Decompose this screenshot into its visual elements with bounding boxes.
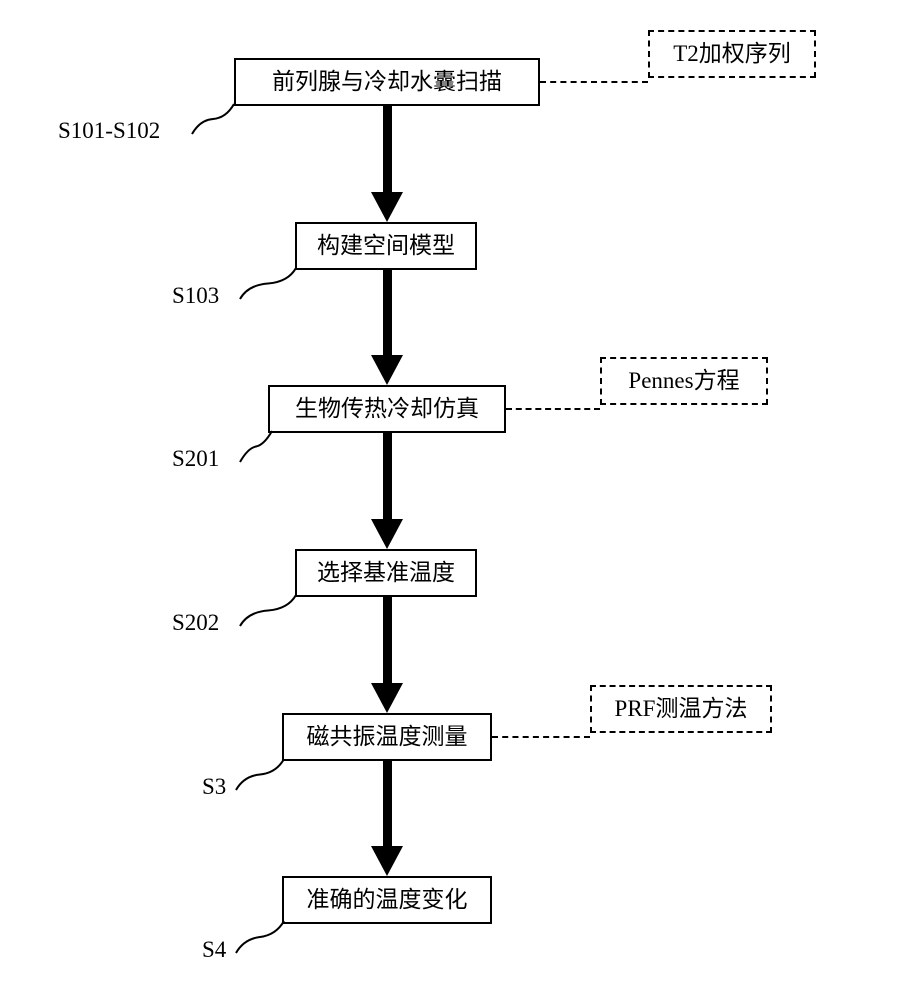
step-n4: 选择基准温度 — [295, 549, 477, 597]
step-n2: 构建空间模型 — [295, 222, 477, 270]
arrow-down — [371, 597, 403, 713]
annotation-label: PRF测温方法 — [615, 696, 748, 721]
arrow-shaft — [383, 761, 392, 846]
step-id-label: S103 — [172, 283, 219, 309]
annotation-a2: Pennes方程 — [600, 357, 768, 405]
step-label-text: 构建空间模型 — [317, 233, 455, 258]
annotation-a1: T2加权序列 — [648, 30, 816, 78]
step-n1: 前列腺与冷却水囊扫描 — [234, 58, 540, 106]
arrow-down — [371, 433, 403, 549]
squiggle-connector — [230, 753, 290, 796]
step-label-text: 前列腺与冷却水囊扫描 — [272, 69, 502, 94]
step-n6: 准确的温度变化 — [282, 876, 492, 924]
arrow-head — [371, 683, 403, 713]
arrow-head — [371, 355, 403, 385]
squiggle-connector — [234, 425, 278, 468]
arrow-shaft — [383, 433, 392, 519]
annotation-label: Pennes方程 — [628, 368, 739, 393]
step-id-label: S4 — [202, 937, 226, 963]
arrow-shaft — [383, 597, 392, 683]
arrow-down — [371, 270, 403, 385]
annotation-label: T2加权序列 — [673, 41, 791, 66]
flowchart-canvas: 前列腺与冷却水囊扫描构建空间模型生物传热冷却仿真选择基准温度磁共振温度测量准确的… — [0, 0, 922, 1000]
arrow-down — [371, 106, 403, 222]
dash-connector — [506, 408, 600, 410]
dash-connector — [540, 81, 648, 83]
arrow-head — [371, 192, 403, 222]
step-n3: 生物传热冷却仿真 — [268, 385, 506, 433]
arrow-head — [371, 846, 403, 876]
arrow-shaft — [383, 106, 392, 192]
step-id-label: S101-S102 — [58, 118, 160, 144]
step-label-text: 选择基准温度 — [317, 560, 455, 585]
arrow-down — [371, 761, 403, 876]
step-id-label: S3 — [202, 774, 226, 800]
squiggle-connector — [234, 262, 302, 305]
step-id-label: S202 — [172, 610, 219, 636]
squiggle-connector — [186, 98, 240, 140]
step-id-label: S201 — [172, 446, 219, 472]
annotation-a3: PRF测温方法 — [590, 685, 772, 733]
step-n5: 磁共振温度测量 — [282, 713, 492, 761]
squiggle-connector — [234, 589, 302, 632]
step-label-text: 生物传热冷却仿真 — [295, 396, 479, 421]
step-label-text: 准确的温度变化 — [307, 887, 468, 912]
step-label-text: 磁共振温度测量 — [307, 724, 468, 749]
dash-connector — [492, 736, 590, 738]
squiggle-connector — [230, 915, 290, 959]
arrow-shaft — [383, 270, 392, 355]
arrow-head — [371, 519, 403, 549]
